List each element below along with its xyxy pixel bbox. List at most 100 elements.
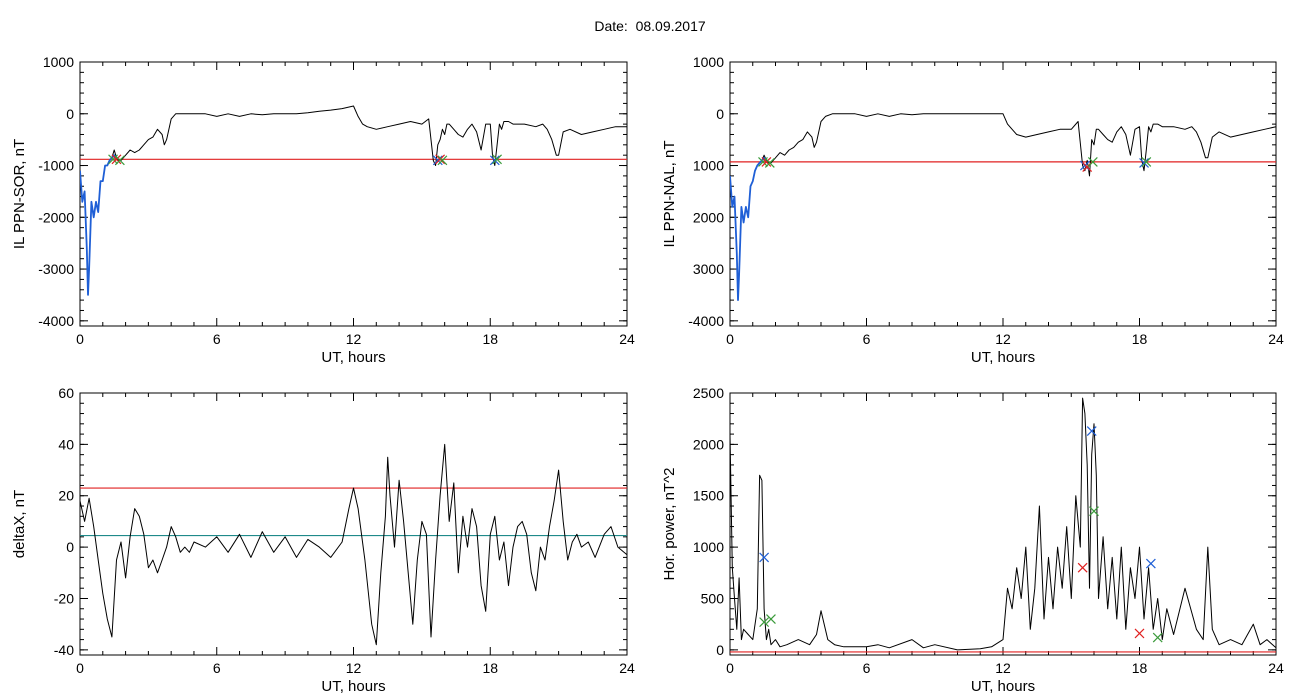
y-tick-label: 0	[716, 642, 724, 658]
series-line	[80, 154, 118, 296]
cross-marker-stroke	[489, 155, 500, 166]
y-tick-label: 1000	[693, 54, 724, 70]
x-tick-label: 0	[76, 660, 84, 676]
cross-marker	[764, 158, 775, 168]
series-line	[80, 443, 627, 646]
cross-marker-stroke	[437, 155, 448, 166]
cross-marker	[766, 614, 776, 624]
cross-marker	[1139, 158, 1149, 168]
y-tick-label: 40	[58, 436, 74, 452]
x-tick-label: 18	[482, 660, 498, 676]
cross-marker	[111, 154, 122, 165]
cross-marker	[759, 552, 770, 563]
cross-marker	[1141, 156, 1152, 167]
cross-marker	[437, 155, 448, 166]
cross-marker	[1152, 632, 1163, 643]
plot-frame	[729, 392, 1277, 656]
x-tick-label: 18	[1132, 660, 1148, 676]
y-tick-label: 0	[66, 539, 74, 555]
plot-area	[730, 397, 1276, 653]
y-tick-label: 2000	[693, 209, 724, 225]
cross-marker-stroke	[766, 614, 776, 624]
plot-area	[80, 105, 627, 296]
y-tick-label: -3000	[38, 261, 74, 277]
cross-marker-stroke	[1134, 628, 1145, 639]
y-tick-label: -1000	[38, 158, 74, 174]
x-tick-label: 12	[346, 660, 362, 676]
y-tick-label: 1500	[693, 488, 724, 504]
x-tick-label: 24	[619, 660, 635, 676]
cross-marker	[1086, 426, 1097, 436]
y-axis-label: deltaX, nT	[11, 490, 28, 558]
y-tick-label: 60	[58, 385, 74, 401]
cross-marker	[432, 155, 443, 166]
series-line	[80, 105, 627, 296]
cross-marker-stroke	[435, 154, 446, 165]
x-tick-label: 0	[726, 331, 734, 347]
x-tick-label: 24	[619, 331, 635, 347]
x-tick-label: 6	[863, 660, 871, 676]
y-tick-label: -20	[54, 590, 74, 606]
x-tick-label: 18	[1132, 331, 1148, 347]
chart-panel-top-left: 0 6 12 18 24 -4000 -3000 -2000 -1000 0 1000 UT, hou…	[11, 54, 635, 366]
series-line	[730, 156, 768, 302]
plot-area	[80, 443, 627, 646]
x-axis-label: UT, hours	[321, 678, 385, 695]
cross-marker-stroke	[1087, 156, 1098, 167]
cross-marker-stroke	[114, 155, 125, 166]
x-axis-label: UT, hours	[971, 349, 1035, 366]
cross-marker	[1077, 562, 1088, 573]
cross-marker-stroke	[1089, 506, 1099, 517]
cross-marker-stroke	[1152, 632, 1163, 643]
x-tick-label: 12	[346, 331, 362, 347]
x-tick-label: 12	[995, 331, 1011, 347]
y-tick-label: 500	[701, 590, 725, 606]
x-tick-label: 24	[1268, 331, 1284, 347]
y-tick-label: 1000	[693, 539, 724, 555]
cross-marker	[435, 154, 446, 165]
plot-area	[730, 113, 1276, 302]
x-tick-label: 6	[863, 331, 871, 347]
chart-panel-top-right: 0 6 12 18 24 -4000 3000 2000 1000 0 1000 UT, hours I…	[661, 54, 1284, 366]
x-axis-label: UT, hours	[971, 678, 1035, 695]
y-axis-label: Hor. power, nT^2	[661, 468, 678, 581]
cross-marker-stroke	[759, 617, 770, 628]
plot-frame	[79, 392, 628, 656]
cross-marker	[761, 156, 772, 167]
cross-marker-stroke	[759, 552, 770, 563]
cross-marker-stroke	[111, 154, 122, 165]
cross-marker	[114, 155, 125, 166]
y-axis-label: IL PPN-NAL, nT	[661, 141, 678, 248]
x-axis-label: UT, hours	[321, 349, 385, 366]
series-line	[730, 397, 1276, 651]
cross-marker-stroke	[492, 154, 503, 165]
x-tick-label: 0	[726, 660, 734, 676]
chart-panel-bottom-left: 0 6 12 18 24 -40 -20 0 20 40 60 UT, hours deltaX, nT	[11, 385, 635, 695]
y-tick-label: -2000	[38, 209, 74, 225]
y-tick-label: 2000	[693, 436, 724, 452]
y-tick-label: 20	[58, 488, 74, 504]
chart-panel-bottom-right: 0 6 12 18 24 0 500 1000 1500 2000 2500 UT, hours Hor…	[661, 385, 1284, 695]
cross-marker-stroke	[1086, 426, 1097, 436]
x-tick-label: 12	[995, 660, 1011, 676]
cross-marker-stroke	[432, 155, 443, 166]
cross-marker	[1145, 558, 1156, 569]
y-tick-label: 3000	[693, 261, 724, 277]
plot-frame	[729, 61, 1277, 327]
cross-marker	[1087, 156, 1098, 167]
y-tick-label: -40	[54, 642, 74, 658]
cross-marker-stroke	[764, 158, 775, 168]
cross-marker-stroke	[1077, 562, 1088, 573]
x-tick-label: 18	[482, 331, 498, 347]
plot-frame	[79, 61, 628, 327]
cross-marker	[492, 154, 503, 165]
y-tick-label: -4000	[688, 313, 724, 329]
y-tick-label: 2500	[693, 385, 724, 401]
y-tick-label: 0	[716, 106, 724, 122]
cross-marker-stroke	[1145, 558, 1156, 569]
y-tick-label: -4000	[38, 313, 74, 329]
x-tick-label: 6	[213, 660, 221, 676]
cross-marker-stroke	[1141, 156, 1152, 167]
cross-marker	[489, 155, 500, 166]
